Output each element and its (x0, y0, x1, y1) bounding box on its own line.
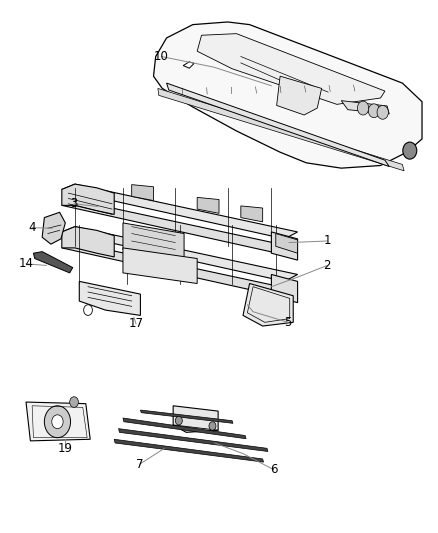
Text: 3: 3 (71, 197, 78, 211)
Circle shape (52, 415, 63, 429)
Circle shape (175, 416, 182, 425)
Text: 1: 1 (324, 235, 331, 247)
Polygon shape (62, 227, 297, 281)
Polygon shape (241, 206, 263, 222)
Text: 7: 7 (136, 458, 143, 471)
Polygon shape (62, 227, 114, 257)
Text: 17: 17 (128, 318, 144, 330)
Circle shape (357, 101, 369, 115)
Polygon shape (123, 248, 197, 284)
Polygon shape (272, 274, 297, 303)
Polygon shape (243, 284, 293, 326)
Circle shape (44, 406, 71, 438)
Text: 4: 4 (28, 221, 36, 234)
Polygon shape (132, 184, 153, 200)
Circle shape (70, 397, 78, 407)
Polygon shape (197, 34, 385, 104)
Text: 5: 5 (284, 316, 292, 329)
Circle shape (403, 142, 417, 159)
Polygon shape (272, 232, 297, 260)
Circle shape (84, 305, 92, 316)
Polygon shape (62, 243, 297, 297)
Text: 6: 6 (270, 463, 277, 476)
Circle shape (368, 104, 380, 118)
Circle shape (209, 422, 216, 430)
Polygon shape (276, 233, 297, 253)
Polygon shape (79, 281, 141, 316)
Polygon shape (123, 418, 246, 439)
Polygon shape (26, 402, 90, 441)
Polygon shape (123, 223, 184, 260)
Polygon shape (197, 197, 219, 213)
Polygon shape (153, 22, 422, 168)
Polygon shape (173, 406, 218, 432)
Text: 14: 14 (18, 257, 34, 270)
Polygon shape (62, 200, 297, 255)
Polygon shape (166, 83, 389, 166)
Polygon shape (62, 184, 114, 214)
Text: 2: 2 (324, 259, 331, 272)
Circle shape (377, 106, 389, 119)
Polygon shape (119, 429, 268, 451)
Polygon shape (114, 439, 264, 462)
Polygon shape (62, 184, 297, 239)
Polygon shape (158, 88, 404, 171)
Polygon shape (33, 252, 73, 273)
Polygon shape (183, 62, 194, 68)
Polygon shape (277, 76, 321, 115)
Polygon shape (141, 410, 233, 423)
Polygon shape (341, 101, 389, 114)
Text: 10: 10 (154, 50, 169, 63)
Polygon shape (42, 212, 65, 244)
Text: 19: 19 (58, 442, 73, 455)
